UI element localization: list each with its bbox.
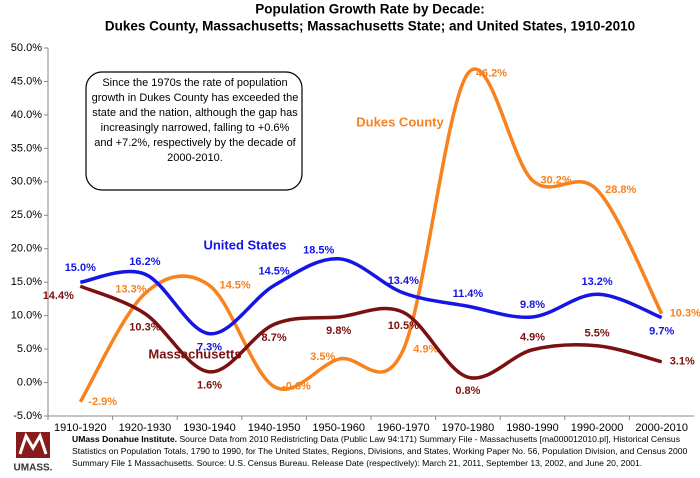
data-label: 15.0%	[65, 262, 96, 274]
data-label: 13.2%	[581, 276, 612, 288]
data-label: 28.8%	[605, 184, 636, 196]
data-label: 3.5%	[310, 351, 335, 363]
data-label: 10.5%	[388, 320, 419, 332]
x-tick-label: 1940-1950	[248, 422, 301, 434]
x-tick-label: 1950-1960	[312, 422, 365, 434]
annotation: Since the 1970s the rate of population g…	[91, 77, 299, 164]
series-line	[79, 257, 663, 336]
y-tick-label: -5.0%	[13, 410, 42, 422]
data-label: 7.3%	[197, 342, 222, 354]
y-tick-label: 30.0%	[11, 176, 42, 188]
data-label: 16.2%	[129, 256, 160, 268]
series-name: Massachusetts	[148, 346, 241, 361]
x-tick-label: 1920-1930	[119, 422, 172, 434]
data-label: 18.5%	[303, 245, 334, 257]
x-tick-label: 1930-1940	[183, 422, 236, 434]
y-tick-label: 50.0%	[11, 42, 42, 54]
data-label: 9.7%	[649, 326, 674, 338]
y-tick-label: 35.0%	[11, 142, 42, 154]
chart-subtitle: Dukes County, Massachusetts; Massachuset…	[105, 19, 635, 34]
data-label: 10.3%	[670, 308, 700, 320]
x-tick-label: 1970-1980	[442, 422, 495, 434]
y-tick-label: 45.0%	[11, 75, 42, 87]
data-label: 14.5%	[258, 265, 289, 277]
series-name: United States	[203, 237, 286, 252]
data-label: 13.4%	[388, 275, 419, 287]
series-line	[78, 67, 664, 403]
data-label: 10.3%	[129, 322, 160, 334]
data-label: -2.9%	[88, 396, 117, 408]
x-tick-label: 2000-2010	[635, 422, 688, 434]
logo: UMASS.	[14, 432, 53, 474]
data-label: 9.8%	[520, 299, 545, 311]
x-tick-label: 1910-1920	[54, 422, 107, 434]
x-tick-label: 1990-2000	[571, 422, 624, 434]
x-tick-label: 1960-1970	[377, 422, 430, 434]
data-label: 0.8%	[455, 385, 480, 397]
series-line	[79, 284, 663, 380]
x-tick-label: 1980-1990	[506, 422, 559, 434]
y-tick-label: 10.0%	[11, 310, 42, 322]
y-tick-label: 20.0%	[11, 243, 42, 255]
data-label: 46.2%	[476, 67, 507, 79]
data-label: 1.6%	[197, 380, 222, 392]
data-label: 8.7%	[262, 332, 287, 344]
footer-text: Source Data from 2010 Redistricting Data…	[72, 434, 688, 468]
data-label: 9.8%	[326, 325, 351, 337]
y-tick-label: 15.0%	[11, 276, 42, 288]
data-label: 4.9%	[520, 332, 545, 344]
data-label: 3.1%	[670, 356, 695, 368]
logo-text: UMASS.	[14, 463, 53, 474]
data-label: -0.6%	[282, 380, 311, 392]
annotation-box	[85, 71, 303, 191]
y-tick-label: 40.0%	[11, 109, 42, 121]
data-label: 4.9%	[413, 344, 438, 356]
logo-m	[18, 432, 48, 455]
data-label: 14.5%	[220, 279, 251, 291]
footer: UMass Donahue Institute. Source Data fro…	[72, 433, 694, 469]
data-label: 5.5%	[585, 328, 610, 340]
y-tick-label: 5.0%	[17, 343, 42, 355]
chart-title: Population Growth Rate by Decade:	[255, 2, 485, 17]
data-label: 30.2%	[541, 174, 572, 186]
y-tick-label: 25.0%	[11, 209, 42, 221]
footer-org: UMass Donahue Institute.	[72, 434, 178, 444]
y-tick-label: 0.0%	[17, 376, 42, 388]
data-label: 14.4%	[43, 290, 74, 302]
data-label: 11.4%	[453, 288, 484, 300]
data-label: 13.3%	[115, 283, 146, 295]
series-name: Dukes County	[356, 114, 444, 129]
